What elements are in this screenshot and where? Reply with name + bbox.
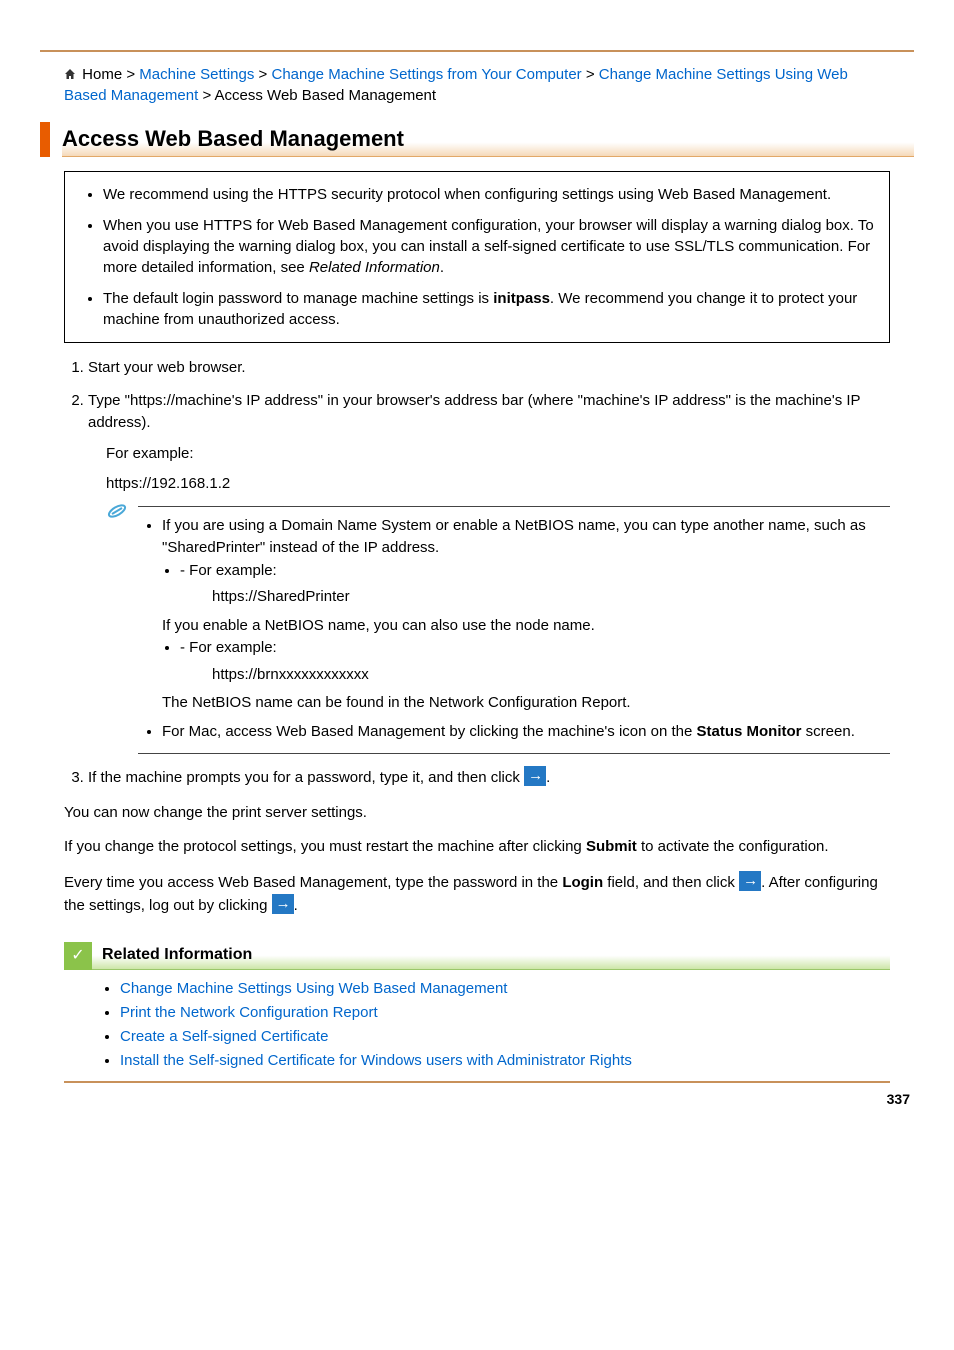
note-item: For Mac, access Web Based Management by … bbox=[162, 721, 890, 744]
list-item: Install the Self-signed Certificate for … bbox=[120, 1052, 890, 1069]
breadcrumb: Home > Machine Settings > Change Machine… bbox=[40, 64, 914, 116]
note-example-label: For example: https://SharedPrinter bbox=[180, 560, 890, 609]
notice-box: We recommend using the HTTPS security pr… bbox=[64, 171, 890, 343]
note-example-value: https://SharedPrinter bbox=[212, 586, 890, 609]
note-subtext: The NetBIOS name can be found in the Net… bbox=[162, 692, 890, 715]
notice-item: The default login password to manage mac… bbox=[103, 288, 875, 330]
arrow-icon[interactable] bbox=[524, 766, 546, 786]
step-2: Type "https://machine's IP address" in y… bbox=[88, 390, 890, 755]
breadcrumb-current: Access Web Based Management bbox=[215, 87, 437, 104]
top-rule bbox=[40, 50, 914, 52]
list-item: Create a Self-signed Certificate bbox=[120, 1028, 890, 1045]
note-block: If you are using a Domain Name System or… bbox=[88, 506, 890, 755]
notice-item: We recommend using the HTTPS security pr… bbox=[103, 184, 875, 205]
check-icon: ✓ bbox=[64, 942, 92, 970]
title-bar: Access Web Based Management bbox=[40, 122, 914, 157]
related-heading-bar: ✓ Related Information bbox=[64, 942, 890, 970]
body-para-1: You can now change the print server sett… bbox=[64, 802, 890, 825]
breadcrumb-sep: > bbox=[586, 66, 595, 83]
note-example-value: https://brnxxxxxxxxxxxx bbox=[212, 664, 890, 687]
note-rule-top bbox=[138, 506, 890, 507]
breadcrumb-home[interactable]: Home bbox=[82, 66, 122, 83]
breadcrumb-sep: > bbox=[259, 66, 268, 83]
content: We recommend using the HTTPS security pr… bbox=[40, 171, 914, 1083]
list-item: Change Machine Settings Using Web Based … bbox=[120, 980, 890, 997]
note-body: If you are using a Domain Name System or… bbox=[144, 515, 890, 744]
related-heading: Related Information bbox=[92, 942, 890, 970]
steps-list: Start your web browser. Type "https://ma… bbox=[64, 357, 890, 790]
step-1: Start your web browser. bbox=[88, 357, 890, 380]
body-para-3: Every time you access Web Based Manageme… bbox=[64, 871, 890, 918]
step-2-example-value: https://192.168.1.2 bbox=[106, 473, 890, 496]
note-subtext: If you enable a NetBIOS name, you can al… bbox=[162, 615, 890, 638]
related-link[interactable]: Install the Self-signed Certificate for … bbox=[120, 1052, 632, 1069]
breadcrumb-sep: > bbox=[126, 66, 135, 83]
breadcrumb-link-1[interactable]: Machine Settings bbox=[139, 66, 254, 83]
arrow-icon[interactable] bbox=[272, 894, 294, 914]
home-icon[interactable] bbox=[64, 65, 76, 77]
note-example-label: For example: https://brnxxxxxxxxxxxx bbox=[180, 637, 890, 686]
body-para-2: If you change the protocol settings, you… bbox=[64, 836, 890, 859]
breadcrumb-link-2[interactable]: Change Machine Settings from Your Comput… bbox=[271, 66, 581, 83]
related-link[interactable]: Create a Self-signed Certificate bbox=[120, 1028, 328, 1045]
step-2-example-label: For example: bbox=[106, 443, 890, 466]
related-link[interactable]: Print the Network Configuration Report bbox=[120, 1004, 378, 1021]
related-link[interactable]: Change Machine Settings Using Web Based … bbox=[120, 980, 507, 997]
note-item: If you are using a Domain Name System or… bbox=[162, 515, 890, 715]
note-rule-bottom bbox=[138, 753, 890, 754]
page-number: 337 bbox=[40, 1083, 914, 1107]
title-accent bbox=[40, 122, 50, 157]
step-3: If the machine prompts you for a passwor… bbox=[88, 766, 890, 790]
page-title: Access Web Based Management bbox=[62, 122, 914, 157]
related-list: Change Machine Settings Using Web Based … bbox=[64, 980, 890, 1069]
note-icon bbox=[106, 500, 128, 530]
notice-item: When you use HTTPS for Web Based Managem… bbox=[103, 215, 875, 278]
list-item: Print the Network Configuration Report bbox=[120, 1004, 890, 1021]
page-container: Home > Machine Settings > Change Machine… bbox=[0, 0, 954, 1137]
breadcrumb-sep: > bbox=[202, 87, 211, 104]
arrow-icon[interactable] bbox=[739, 871, 761, 891]
